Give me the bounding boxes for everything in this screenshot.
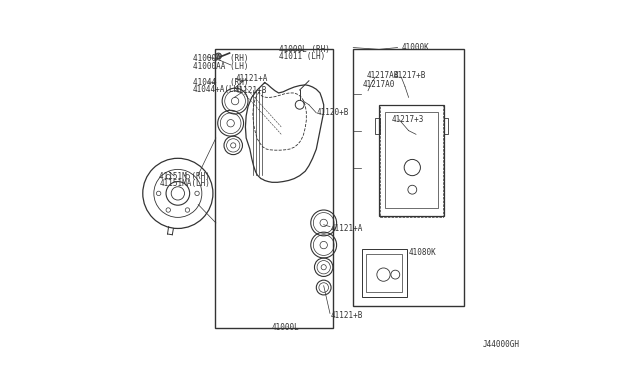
Text: 41044+A(LH): 41044+A(LH) <box>193 85 243 94</box>
Bar <box>376 118 380 134</box>
Text: 41151M (RH): 41151M (RH) <box>159 172 211 181</box>
Text: 41000AA (LH): 41000AA (LH) <box>193 61 248 71</box>
Bar <box>353 49 464 306</box>
Text: 41217A0: 41217A0 <box>362 80 395 89</box>
Text: 41217+3: 41217+3 <box>392 115 424 124</box>
Bar <box>380 105 443 217</box>
Text: 41120+B: 41120+B <box>316 108 349 118</box>
Text: 41121+B: 41121+B <box>331 311 364 320</box>
Text: 41217AB: 41217AB <box>366 71 399 80</box>
Text: 41000L: 41000L <box>272 323 300 331</box>
Bar <box>379 105 444 215</box>
Text: 41000A  (RH): 41000A (RH) <box>193 54 248 63</box>
Text: 41044   (RH): 41044 (RH) <box>193 78 248 87</box>
Text: 41080K: 41080K <box>408 248 436 257</box>
Bar <box>444 118 448 134</box>
Bar <box>362 249 407 297</box>
Text: 41121+B: 41121+B <box>234 86 267 95</box>
Text: 41121+A: 41121+A <box>331 224 364 233</box>
Bar <box>366 254 403 292</box>
Text: 41217+B: 41217+B <box>394 71 426 80</box>
Text: 41121+A: 41121+A <box>236 74 268 83</box>
Bar <box>385 112 438 208</box>
Text: 41000K: 41000K <box>401 43 429 52</box>
Text: J44000GH: J44000GH <box>483 340 520 349</box>
Circle shape <box>216 53 221 59</box>
Text: 41151MA(LH): 41151MA(LH) <box>159 179 211 188</box>
Text: 41000L (RH): 41000L (RH) <box>280 45 330 54</box>
Text: 41011 (LH): 41011 (LH) <box>280 52 326 61</box>
Bar <box>215 49 333 328</box>
